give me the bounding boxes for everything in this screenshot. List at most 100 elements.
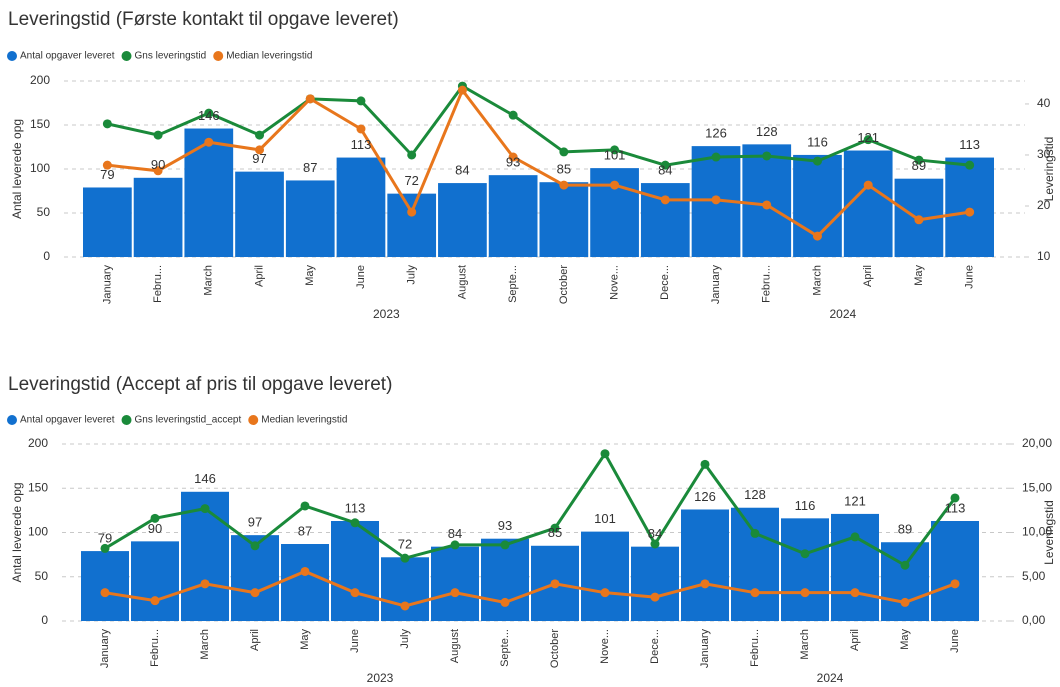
legend-marker <box>7 51 17 61</box>
line-point <box>102 119 112 129</box>
data-label: 72 <box>404 173 418 188</box>
data-label: 93 <box>498 518 512 533</box>
bar <box>931 520 979 621</box>
data-label: 89 <box>912 158 926 173</box>
line-point <box>250 588 260 598</box>
data-label: 79 <box>100 167 114 182</box>
line-point <box>900 560 910 570</box>
chart: Leveringstid (Første kontakt til opgave … <box>7 9 1056 321</box>
data-label: 85 <box>557 162 571 177</box>
data-label: 93 <box>506 155 520 170</box>
line-point <box>600 588 610 598</box>
data-label: 113 <box>351 137 372 152</box>
x-tick-label: April <box>249 629 261 651</box>
line-point <box>711 152 721 162</box>
line-point <box>914 155 924 165</box>
x-tick-label: March <box>203 265 215 296</box>
line-point <box>250 541 260 551</box>
line-point <box>350 588 360 598</box>
line-point <box>863 135 873 145</box>
bar <box>431 546 479 621</box>
x-tick-label: January <box>710 265 722 305</box>
bar <box>831 513 879 621</box>
line-point <box>450 540 460 550</box>
data-label: 87 <box>303 160 317 175</box>
chart: Leveringstid (Accept af pris til opgave … <box>7 374 1056 685</box>
bar <box>336 157 386 257</box>
line-point <box>407 150 417 160</box>
line-point <box>204 137 214 147</box>
x-tick-label: April <box>862 265 874 287</box>
data-label: 79 <box>98 531 112 546</box>
line-point <box>305 94 315 104</box>
line-point <box>750 528 760 538</box>
data-label: 90 <box>148 521 162 536</box>
bar <box>481 538 529 621</box>
x-tick-label: Dece... <box>649 629 661 664</box>
line-point <box>812 156 822 166</box>
line-point <box>500 597 510 607</box>
line-point <box>356 96 366 106</box>
x-tick-label: May <box>304 265 316 286</box>
x-tick-label: May <box>299 629 311 650</box>
legend-label: Median leveringstid <box>261 415 347 426</box>
data-label: 121 <box>857 130 879 145</box>
x-tick-label: January <box>699 629 711 669</box>
x-tick-label: June <box>949 629 961 653</box>
data-label: 128 <box>756 124 778 139</box>
bar <box>331 520 379 621</box>
line-point <box>300 501 310 511</box>
y-tick-label: 150 <box>28 480 48 494</box>
line-point <box>800 588 810 598</box>
line-point <box>100 543 110 553</box>
bar <box>793 154 842 257</box>
x-tick-label: Septe... <box>507 265 519 303</box>
bar <box>133 177 183 257</box>
line-point <box>800 549 810 559</box>
x-tick-label: Dece... <box>659 265 671 300</box>
bar <box>381 557 429 621</box>
line-point <box>150 596 160 606</box>
x-group-label: 2023 <box>373 307 400 321</box>
y-tick-label: 150 <box>30 117 50 131</box>
x-tick-label: Febru... <box>761 265 773 303</box>
line-point <box>200 579 210 589</box>
y2-tick-label: 10 <box>1037 249 1051 263</box>
bar <box>781 518 829 621</box>
line-point <box>508 110 518 120</box>
x-tick-label: March <box>199 629 211 660</box>
line-point <box>550 523 560 533</box>
y-tick-label: 0 <box>43 249 50 263</box>
y2-tick-label: 40 <box>1037 96 1051 110</box>
data-label: 146 <box>194 471 216 486</box>
y2-tick-label: 15,00 <box>1022 480 1052 494</box>
line-point <box>850 588 860 598</box>
line-point <box>965 207 975 217</box>
line-point <box>650 539 660 549</box>
data-label: 113 <box>345 500 366 515</box>
data-label: 113 <box>945 500 966 515</box>
line-point <box>204 108 214 118</box>
line-point <box>650 592 660 602</box>
legend-marker <box>121 415 132 425</box>
x-tick-label: Septe... <box>499 629 511 667</box>
data-label: 113 <box>959 137 980 152</box>
x-tick-label: January <box>99 629 111 669</box>
line-point <box>500 540 510 550</box>
y2-tick-label: 10,00 <box>1022 525 1052 539</box>
x-tick-label: May <box>913 265 925 286</box>
x-tick-label: October <box>549 629 561 668</box>
line <box>107 84 970 167</box>
line-point <box>153 166 163 176</box>
bar <box>181 491 229 621</box>
line-point <box>102 160 112 170</box>
line-point <box>400 601 410 611</box>
line-point <box>914 215 924 225</box>
data-label: 101 <box>594 511 616 526</box>
line-point <box>711 195 721 205</box>
line-point <box>508 152 518 162</box>
x-tick-label: May <box>899 629 911 650</box>
x-tick-label: January <box>101 265 113 305</box>
x-tick-label: April <box>849 629 861 651</box>
y2-tick-label: 20,00 <box>1022 436 1052 450</box>
